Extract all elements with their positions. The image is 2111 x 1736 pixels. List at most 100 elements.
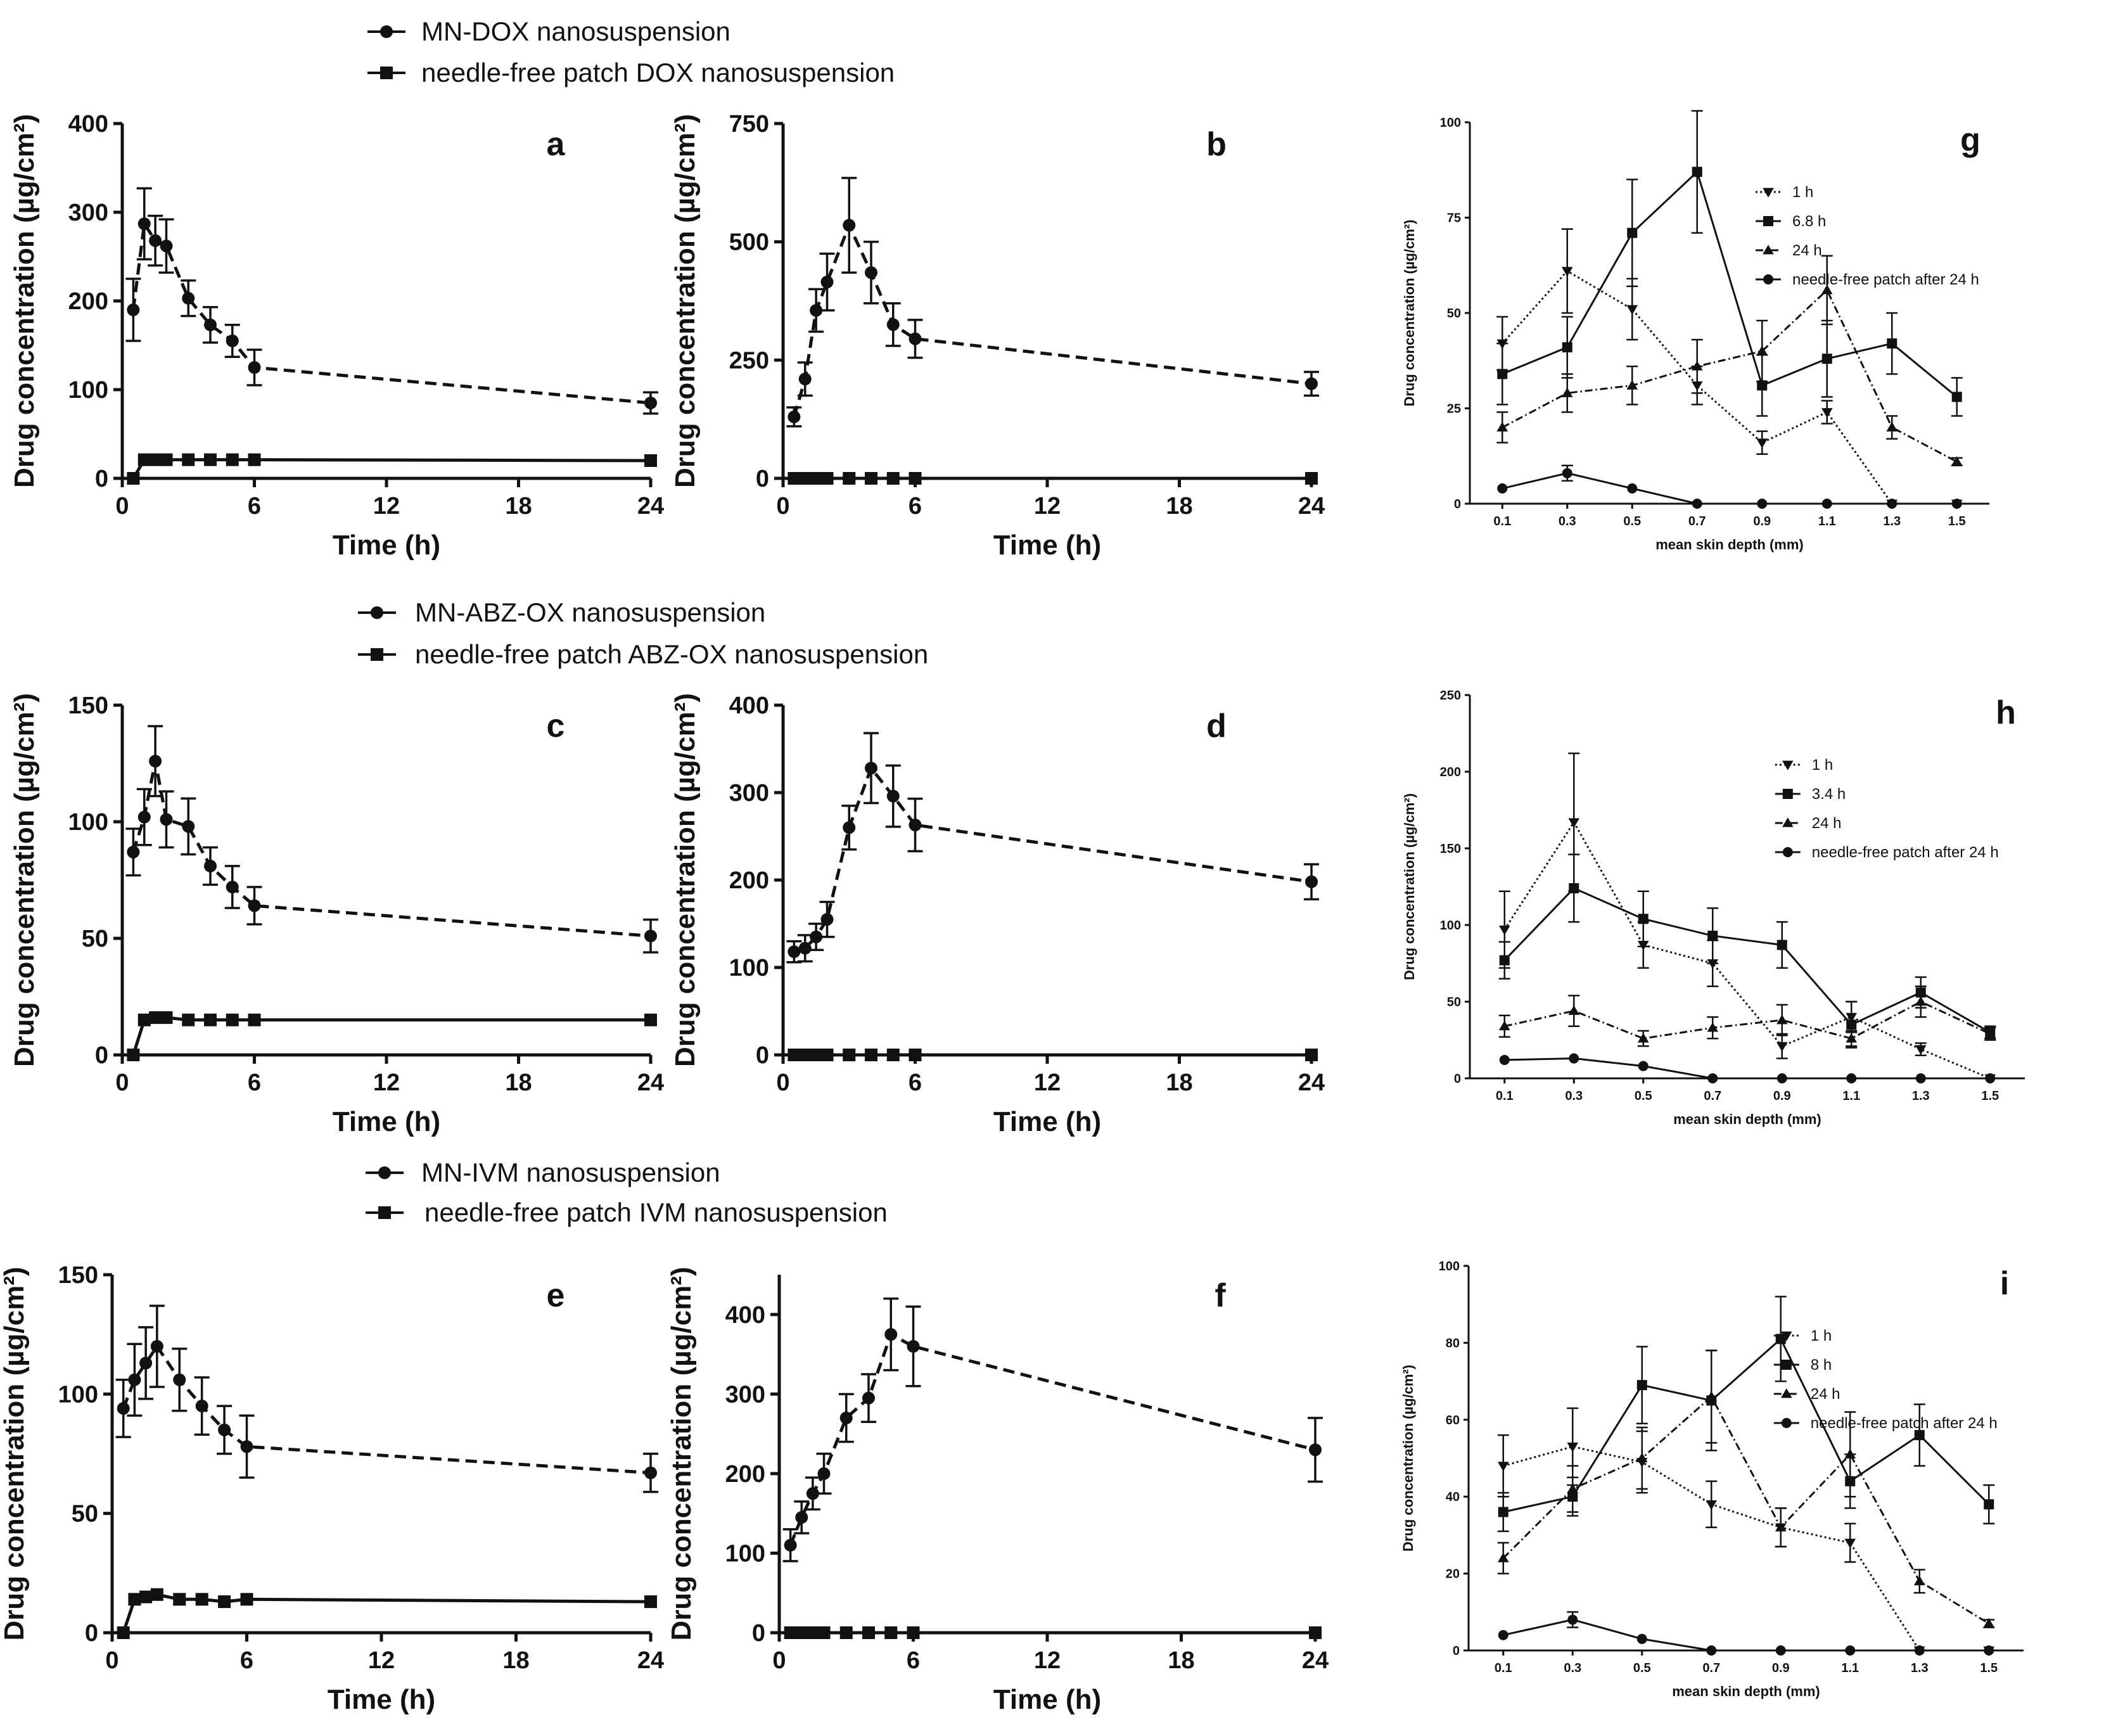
marker-square <box>1499 955 1510 966</box>
marker-square <box>865 1049 877 1061</box>
marker-square <box>127 1049 140 1061</box>
marker-circle <box>644 929 657 943</box>
marker-square <box>173 1593 186 1606</box>
marker-square <box>798 472 812 485</box>
marker-square <box>820 472 834 485</box>
inline-legend-label: 1 h <box>1792 184 1813 201</box>
marker-circle <box>810 930 823 943</box>
x-tick-label: 18 <box>1168 1647 1194 1674</box>
marker-circle <box>1627 483 1638 494</box>
x-tick-label: 0.3 <box>1559 514 1576 528</box>
marker-circle <box>1309 1443 1322 1457</box>
inline-legend-label: 3.4 h <box>1812 786 1846 803</box>
inline-legend-entry: 3.4 h <box>1775 786 1846 803</box>
marker-circle <box>644 397 657 409</box>
series-3 <box>1498 1611 1994 1656</box>
marker-triangle-up <box>1706 1391 1718 1401</box>
marker-triangle-down <box>1756 438 1768 449</box>
marker-square <box>1887 338 1897 349</box>
marker-circle <box>218 1423 231 1436</box>
series-line <box>1502 1395 1990 1624</box>
y-tick-label: 100 <box>725 1540 765 1567</box>
marker-square <box>226 1013 239 1026</box>
x-tick-label: 0.7 <box>1702 1661 1720 1675</box>
x-tick-label: 6 <box>248 493 261 520</box>
marker-square <box>149 453 162 466</box>
y-tick-label: 0 <box>756 1042 769 1069</box>
marker-triangle-down <box>1498 925 1510 936</box>
marker-square <box>817 1626 831 1639</box>
x-tick-label: 0.1 <box>1495 1661 1512 1675</box>
panel-letter: e <box>547 1277 565 1314</box>
inline-legend-label: 6.8 h <box>1792 213 1826 230</box>
x-tick-label: 0 <box>772 1647 786 1674</box>
marker-square <box>240 1593 253 1606</box>
marker-circle <box>865 762 877 775</box>
marker-circle <box>820 913 834 926</box>
marker-square <box>644 1595 657 1609</box>
marker-square <box>1776 940 1787 950</box>
series-2 <box>1498 985 1996 1047</box>
series-2 <box>1496 255 1963 467</box>
x-tick-label: 18 <box>505 493 532 520</box>
series-line <box>1503 1618 1989 1652</box>
marker-square <box>137 1013 151 1026</box>
panel-letter: b <box>1206 126 1227 163</box>
series-line <box>1503 1445 1989 1652</box>
series-line <box>1504 1000 1991 1040</box>
marker-square <box>806 1626 819 1639</box>
marker-triangle-up <box>1636 1452 1648 1462</box>
series-1 <box>784 1626 1322 1639</box>
inline-legend-label: 1 h <box>1811 1327 1832 1344</box>
inline-legend-entry: needle-free patch after 24 h <box>1756 271 1979 288</box>
series-line <box>1503 820 1991 1080</box>
marker-square <box>862 1626 875 1639</box>
x-tick-label: 1.5 <box>1981 1089 1999 1103</box>
series-line <box>1504 1057 1991 1080</box>
marker-square <box>810 1049 823 1061</box>
series-0 <box>786 177 1319 428</box>
marker-circle <box>1757 499 1768 509</box>
x-tick-label: 1.1 <box>1842 1089 1860 1103</box>
legend-row-1: MN-DOX nanosuspension needle-free patch … <box>367 16 895 87</box>
marker-triangle-up <box>1983 1618 1995 1628</box>
inline-legend-entry: 24 h <box>1756 242 1822 259</box>
marker-square <box>788 1049 801 1061</box>
marker-circle <box>1692 499 1702 509</box>
marker-square <box>1763 216 1773 226</box>
marker-square <box>865 472 877 485</box>
x-tick-label: 0.3 <box>1564 1661 1581 1675</box>
marker-circle <box>1498 1630 1508 1640</box>
series-line <box>1503 1337 1990 1513</box>
marker-circle <box>1763 274 1773 284</box>
y-axis-title: Drug concentration (µg/cm²) <box>9 693 40 1067</box>
y-tick-label: 400 <box>725 1302 765 1329</box>
marker-square <box>795 1626 808 1639</box>
x-tick-label: 6 <box>240 1647 253 1674</box>
chart-panel-g: 0 25 50 75 100 0.1 0.3 0.5 0.7 0.9 1.1 1.3 1.5 mean s… <box>1401 110 1989 552</box>
marker-circle <box>798 373 812 386</box>
marker-circle <box>248 361 261 374</box>
marker-triangle-up <box>1763 245 1774 255</box>
x-tick-label: 0 <box>776 493 789 520</box>
y-tick-label: 100 <box>68 809 108 836</box>
x-tick-label: 12 <box>1034 1647 1061 1674</box>
marker-circle <box>240 1440 253 1453</box>
y-axis-title: Drug concentration (µg/cm²) <box>0 1267 30 1640</box>
marker-circle <box>226 881 239 894</box>
inline-legend-entry: 1 h <box>1773 1327 1832 1344</box>
marker-circle <box>149 755 162 768</box>
marker-square <box>784 1626 797 1639</box>
inline-legend-label: needle-free patch after 24 h <box>1812 844 1999 861</box>
marker-circle <box>644 1466 657 1479</box>
y-axis-title: Drug concentration (µg/cm²) <box>670 114 701 488</box>
x-axis-title: Time (h) <box>993 530 1101 561</box>
marker-triangle-up <box>1915 996 1927 1006</box>
x-tick-label: 1.1 <box>1818 514 1836 528</box>
x-tick-label: 24 <box>1298 1069 1325 1096</box>
x-tick-label: 24 <box>1298 493 1325 520</box>
marker-circle <box>139 1356 153 1370</box>
x-axis-title: mean skin depth (mm) <box>1672 1683 1820 1699</box>
x-axis-title: Time (h) <box>333 1106 440 1137</box>
